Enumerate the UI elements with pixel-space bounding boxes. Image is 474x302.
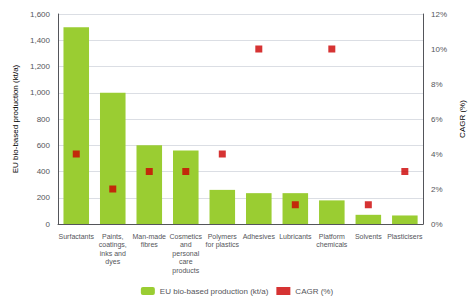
svg-text:CAGR (%): CAGR (%) [458,100,467,138]
svg-text:inks and: inks and [100,250,126,257]
svg-text:Lubricants: Lubricants [279,233,312,240]
svg-text:Polymers: Polymers [208,233,238,241]
svg-text:fibres: fibres [141,241,159,248]
svg-text:dyes: dyes [105,258,120,266]
svg-text:and: and [180,241,192,248]
svg-text:1,000: 1,000 [30,88,51,97]
svg-text:0: 0 [46,220,51,229]
svg-text:Adhesives: Adhesives [243,233,276,240]
svg-text:800: 800 [37,115,51,124]
svg-text:personal: personal [172,250,199,258]
svg-text:for plastics: for plastics [206,241,240,249]
svg-text:600: 600 [37,141,51,150]
svg-text:12%: 12% [431,10,447,19]
svg-text:1,200: 1,200 [30,62,51,71]
svg-text:Plasticisers: Plasticisers [387,233,423,240]
svg-text:6%: 6% [431,115,443,124]
svg-text:Solvents: Solvents [355,233,382,240]
svg-text:1,400: 1,400 [30,36,51,45]
svg-text:CAGR (%): CAGR (%) [295,287,333,296]
svg-text:8%: 8% [431,80,443,89]
svg-text:coatings,: coatings, [99,241,127,249]
svg-text:Surfactants: Surfactants [59,233,95,240]
svg-text:EU bio-based production (kt/a): EU bio-based production (kt/a) [11,64,20,173]
svg-text:400: 400 [37,167,51,176]
svg-text:care: care [179,258,193,265]
svg-text:EU bio-based production (kt/a): EU bio-based production (kt/a) [160,287,269,296]
svg-text:0%: 0% [431,220,443,229]
svg-text:2%: 2% [431,185,443,194]
svg-text:1,600: 1,600 [30,10,51,19]
svg-text:chemicals: chemicals [316,241,348,248]
svg-text:Paints,: Paints, [102,233,123,240]
svg-text:products: products [172,267,199,275]
svg-text:200: 200 [37,193,51,202]
svg-text:4%: 4% [431,150,443,159]
svg-text:Cosmetics: Cosmetics [169,233,202,240]
svg-text:Platform: Platform [319,233,345,240]
svg-text:10%: 10% [431,45,447,54]
svg-text:Man-made: Man-made [133,233,167,240]
